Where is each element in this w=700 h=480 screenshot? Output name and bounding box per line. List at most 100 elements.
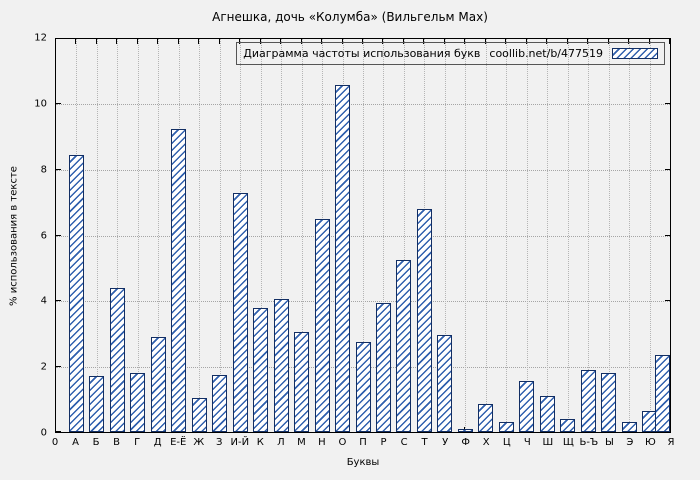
v-gridline [383,39,385,432]
x-tick-mark [280,39,282,44]
v-gridline [281,39,283,432]
legend-label: Диаграмма частоты использования букв [243,47,481,60]
v-gridline [117,39,119,432]
v-gridline [96,39,98,432]
bar-Ц [498,422,514,432]
x-tick-mark [136,39,138,44]
y-tick-mark [56,234,61,236]
x-tick-label: Ж [193,437,205,448]
x-tick-label: Х [482,437,490,448]
v-gridline [137,39,139,432]
v-gridline [465,39,467,432]
v-gridline [301,39,303,432]
x-tick-label: Т [421,437,428,448]
v-gridline [444,39,446,432]
bar-В [109,287,125,432]
x-tick-mark [382,39,384,44]
x-tick-mark [423,39,425,44]
bar-Р [375,302,391,432]
v-gridline [629,39,631,432]
y-tick-mark [56,365,61,367]
bar-Ж [191,397,207,432]
y-tick-labels: 0 2 4 6 8 10 12 [0,33,50,439]
y-tick-label: 0 [40,427,47,439]
x-tick-label: Б [92,437,100,448]
bar-О [335,84,351,432]
v-gridline [363,39,364,432]
x-tick-mark [525,39,527,44]
bar-Б [89,376,105,432]
x-tick-label: Н [318,437,326,448]
bar-Л [273,299,289,432]
v-gridline [158,39,160,432]
x-tick-mark [239,39,241,44]
y-tick-mark [56,103,61,105]
x-tick-label: Ф [461,437,470,448]
bar-Т [416,209,432,432]
chart-title: Агнешка, дочь «Колумба» (Вильгельм Мах) [212,10,488,24]
x-tick-mark [628,39,630,44]
x-tick-mark [443,39,445,44]
y-tick-label: 2 [40,361,47,373]
v-gridline [219,39,221,432]
bar-Ф [457,428,473,432]
y-tick-mark [665,168,670,170]
x-tick-label: А [72,437,79,448]
x-tick-label: Р [380,437,387,448]
x-tick-mark [300,39,302,44]
x-tick-label: Г [134,437,141,448]
bar-Э [621,422,637,432]
x-tick-label: Щ [562,437,574,448]
x-axis-label: Буквы [346,457,380,468]
x-tick-mark [177,39,179,44]
x-tick-labels: 0 А Б В Г Д Е-Ё Ж З И-Й К Л М Н О П Р С Т У Ф Х Ц Ч Ш Щ Ь-Ъ Ы Э Ю Я [51,437,675,451]
y-tick-label: 6 [40,230,47,241]
x-tick-mark [484,39,486,44]
x-tick-mark [587,39,589,44]
x-tick-mark [259,39,261,44]
x-tick-label: Я [667,437,675,448]
bar-П [355,341,371,432]
x-tick-label: 0 [51,437,59,448]
x-tick-mark [566,39,568,44]
bar-Х [478,404,494,432]
bar-А [68,155,84,432]
bar-С [396,260,412,432]
x-tick-mark [55,427,56,432]
x-tick-label: К [256,437,264,448]
x-tick-mark [607,39,609,44]
y-tick-label: 12 [34,32,47,44]
legend: Диаграмма частоты использования букв coo… [236,42,665,65]
x-tick-mark [198,39,200,44]
bar-Щ [560,418,576,432]
x-tick-mark [505,39,507,44]
y-tick-label: 10 [34,98,47,110]
y-tick-mark [56,38,61,39]
bar-Я [655,355,670,432]
bar-К [253,307,269,432]
v-gridline [485,39,487,432]
y-tick-mark [665,38,670,39]
x-tick-label: Ь-Ъ [579,437,599,448]
x-tick-label: П [359,437,367,448]
bar-У [437,335,453,432]
x-tick-label: В [113,437,121,448]
x-tick-label: С [400,437,408,448]
y-tick-mark [56,431,61,432]
x-tick-mark [95,39,97,44]
x-tick-label: О [338,437,347,448]
x-tick-label: Е-Ё [170,437,187,448]
x-tick-label: З [216,437,223,448]
bar-З [212,374,228,432]
bar-Ы [601,373,617,432]
v-gridline [506,39,508,432]
bar-Ш [539,395,555,432]
v-gridline [199,39,201,432]
y-tick-label: 4 [40,295,47,307]
v-gridline [403,39,405,432]
x-tick-mark [55,39,56,44]
bar-Д [150,337,166,432]
v-gridline [526,39,528,432]
legend-swatch-icon [612,48,658,59]
